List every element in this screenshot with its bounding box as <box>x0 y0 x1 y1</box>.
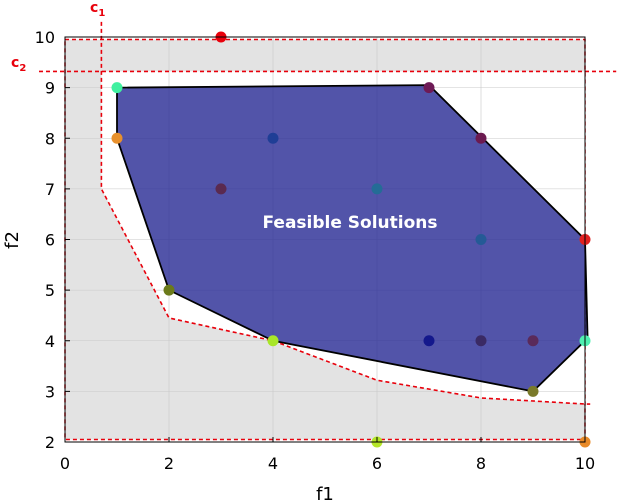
y-tick-label: 10 <box>35 28 55 47</box>
constraints <box>39 21 617 405</box>
x-tick-label: 2 <box>164 454 174 473</box>
data-point-4 <box>111 132 123 144</box>
feasible-region-label: Feasible Solutions <box>262 213 437 233</box>
x-tick-label: 0 <box>60 454 70 473</box>
x-tick-label: 8 <box>476 454 486 473</box>
data-point-5 <box>267 132 279 144</box>
data-point-11 <box>163 284 175 296</box>
constraint-line-1 <box>100 21 591 405</box>
y-tick-label: 2 <box>45 433 55 452</box>
x-axis-label: f1 <box>316 484 334 504</box>
x-tick-label: 4 <box>268 454 278 473</box>
y-tick-label: 5 <box>45 281 55 300</box>
data-point-12 <box>267 335 279 347</box>
data-point-2 <box>111 82 123 94</box>
x-tick-label: 6 <box>372 454 382 473</box>
x-axis-ticks: 0 2 4 6 8 10 <box>60 437 595 473</box>
data-point-15 <box>527 335 539 347</box>
data-point-3 <box>423 82 435 94</box>
y-tick-label: 9 <box>45 79 55 98</box>
data-point-17 <box>527 385 539 397</box>
y-axis-ticks: 2 3 4 5 6 7 8 9 10 <box>35 28 70 452</box>
y-tick-label: 4 <box>45 332 55 351</box>
y-tick-label: 6 <box>45 231 55 250</box>
constraint-label-1: c1 <box>90 0 105 19</box>
constraint-labels: c1 c2 <box>11 0 105 74</box>
y-tick-label: 3 <box>45 382 55 401</box>
constraint-label-2: c2 <box>11 55 26 74</box>
y-tick-label: 7 <box>45 180 55 199</box>
x-tick-label: 10 <box>575 454 595 473</box>
y-tick-label: 8 <box>45 129 55 148</box>
data-point-14 <box>475 335 487 347</box>
y-axis-label: f2 <box>2 231 23 249</box>
data-point-7 <box>215 183 227 195</box>
data-point-6 <box>475 132 487 144</box>
data-point-13 <box>423 335 435 347</box>
data-point-9 <box>475 234 487 245</box>
data-point-8 <box>371 183 383 195</box>
